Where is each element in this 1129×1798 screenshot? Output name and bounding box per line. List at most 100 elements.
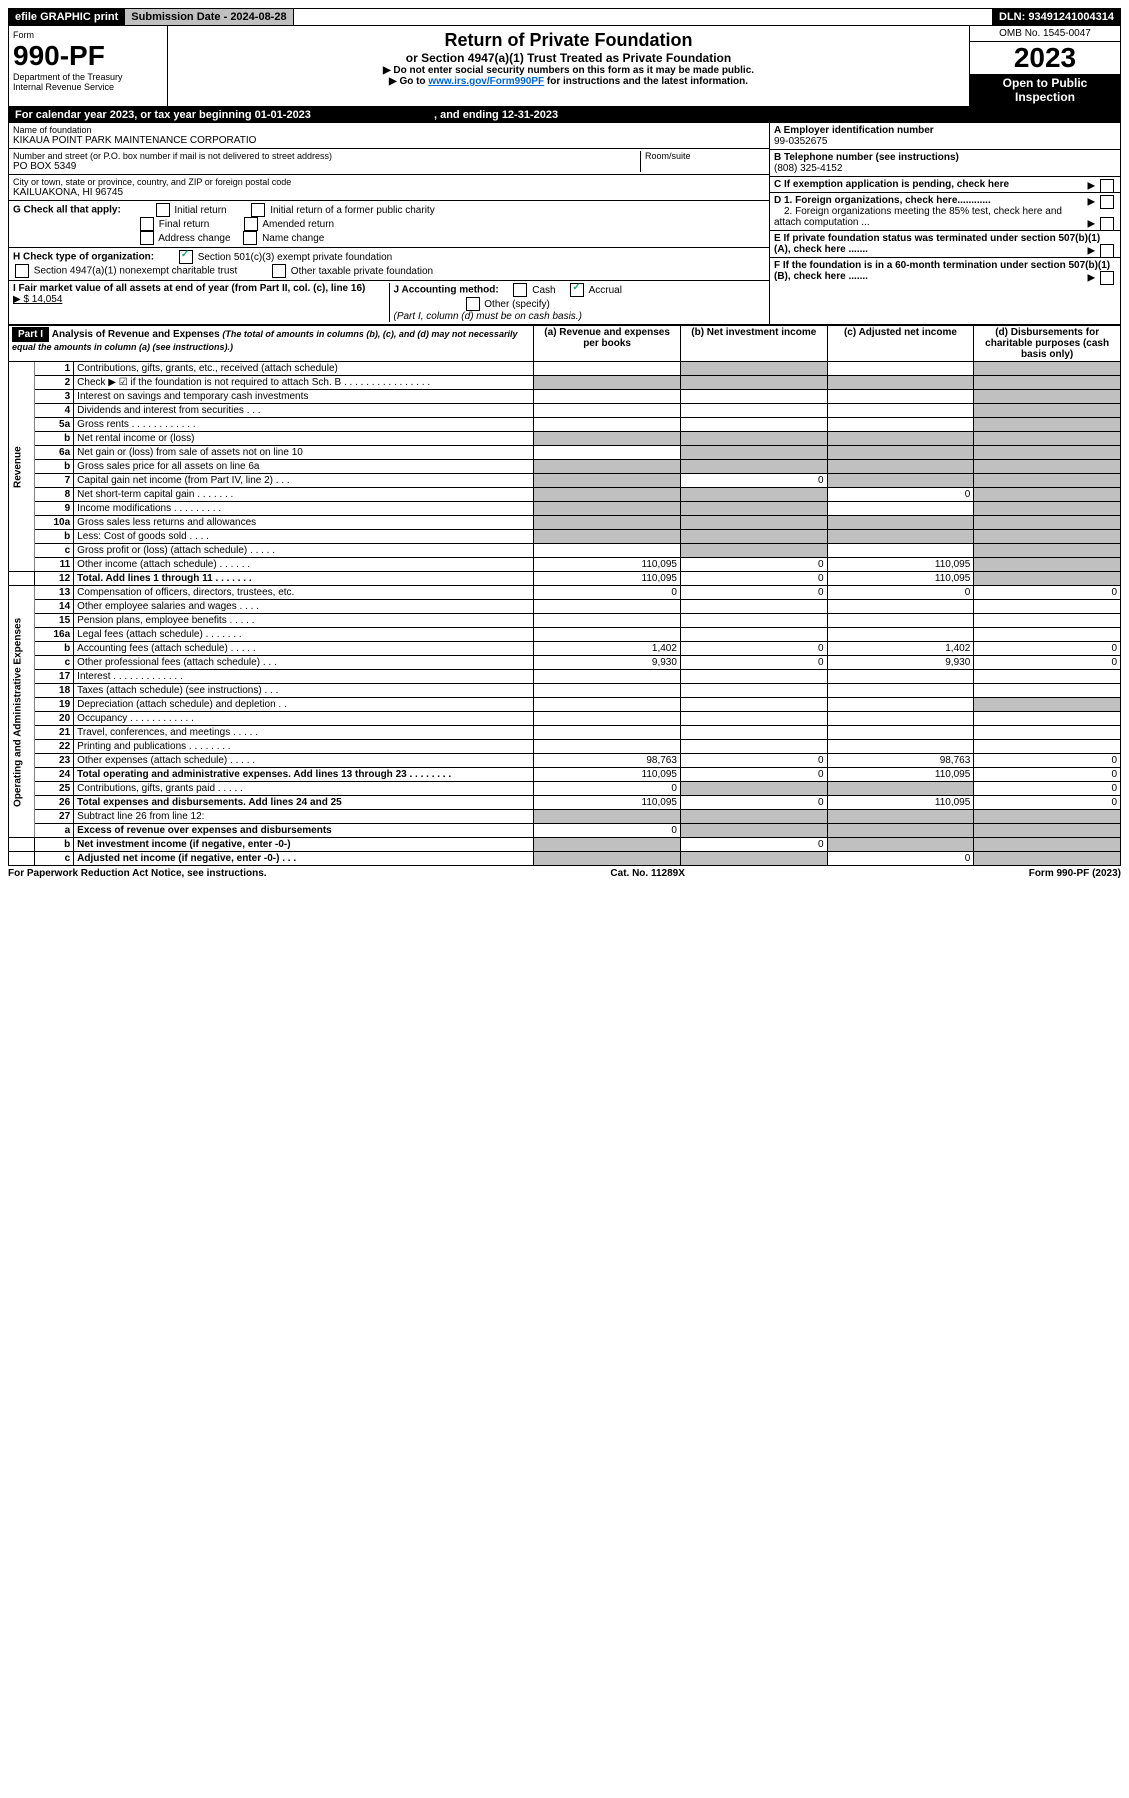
addr-label: Number and street (or P.O. box number if… — [13, 151, 640, 161]
g-opt-5: Name change — [262, 233, 324, 244]
v16cb: 0 — [680, 656, 827, 670]
table-row: bNet rental income or (loss) — [9, 432, 1121, 446]
l14: Other employee salaries and wages . . . … — [74, 600, 534, 614]
v27aa: 0 — [534, 824, 681, 838]
h-o1: Section 501(c)(3) exempt private foundat… — [198, 252, 393, 263]
spacer — [294, 9, 993, 25]
goto-link[interactable]: www.irs.gov/Form990PF — [428, 76, 544, 87]
table-row: 8Net short-term capital gain . . . . . .… — [9, 488, 1121, 502]
checkbox-address-change[interactable] — [140, 231, 154, 245]
checkbox-c[interactable] — [1100, 179, 1114, 193]
cal-year-b: , and ending 12-31-2023 — [434, 109, 558, 121]
l9: Income modifications . . . . . . . . . — [74, 502, 534, 516]
v11a: 110,095 — [534, 558, 681, 572]
ein-cell: A Employer identification number 99-0352… — [770, 123, 1120, 150]
h-label: H Check type of organization: — [13, 252, 154, 263]
v13d: 0 — [974, 586, 1121, 600]
name-value: KIKAUA POINT PARK MAINTENANCE CORPORATIO — [13, 135, 765, 146]
v8c: 0 — [827, 488, 974, 502]
table-row: 12Total. Add lines 1 through 11 . . . . … — [9, 572, 1121, 586]
l1: Contributions, gifts, grants, etc., rece… — [74, 362, 534, 376]
title: Return of Private Foundation — [172, 30, 965, 51]
h-o3: Other taxable private foundation — [291, 266, 433, 277]
checkbox-other-taxable[interactable] — [272, 264, 286, 278]
v25d: 0 — [974, 782, 1121, 796]
open-label: Open to Public — [1003, 76, 1088, 90]
l10b: Less: Cost of goods sold . . . . — [74, 530, 534, 544]
omb: OMB No. 1545-0047 — [970, 26, 1120, 42]
checkbox-e[interactable] — [1100, 244, 1114, 258]
table-row: cAdjusted net income (if negative, enter… — [9, 852, 1121, 866]
l6b: Gross sales price for all assets on line… — [74, 460, 534, 474]
table-row: 24Total operating and administrative exp… — [9, 768, 1121, 782]
col-b: (b) Net investment income — [680, 326, 827, 362]
v26c: 110,095 — [827, 796, 974, 810]
f-label: F If the foundation is in a 60-month ter… — [774, 260, 1110, 282]
expenses-label: Operating and Administrative Expenses — [9, 586, 35, 838]
l25: Contributions, gifts, grants paid . . . … — [74, 782, 534, 796]
e-label: E If private foundation status was termi… — [774, 233, 1100, 255]
table-row: 4Dividends and interest from securities … — [9, 404, 1121, 418]
l22: Printing and publications . . . . . . . … — [74, 740, 534, 754]
footer: For Paperwork Reduction Act Notice, see … — [8, 866, 1121, 879]
checkbox-4947[interactable] — [15, 264, 29, 278]
checkbox-cash[interactable] — [513, 283, 527, 297]
d2-label: 2. Foreign organizations meeting the 85%… — [774, 206, 1062, 228]
v16ba: 1,402 — [534, 642, 681, 656]
form-number: 990-PF — [13, 40, 163, 72]
l5b: Net rental income or (loss) — [74, 432, 534, 446]
l6a: Net gain or (loss) from sale of assets n… — [74, 446, 534, 460]
info-right: A Employer identification number 99-0352… — [769, 123, 1120, 324]
v16bd: 0 — [974, 642, 1121, 656]
table-row: 3Interest on savings and temporary cash … — [9, 390, 1121, 404]
checkbox-final[interactable] — [140, 217, 154, 231]
dln: DLN: 93491241004314 — [993, 9, 1120, 25]
v23c: 98,763 — [827, 754, 974, 768]
checkbox-initial-return[interactable] — [156, 203, 170, 217]
city-label: City or town, state or province, country… — [13, 177, 765, 187]
checkbox-name-change[interactable] — [243, 231, 257, 245]
room-label: Room/suite — [645, 151, 765, 161]
checkbox-d2[interactable] — [1100, 217, 1114, 231]
v16bb: 0 — [680, 642, 827, 656]
table-row: 7Capital gain net income (from Part IV, … — [9, 474, 1121, 488]
g-opt-4: Address change — [158, 233, 230, 244]
table-row: aExcess of revenue over expenses and dis… — [9, 824, 1121, 838]
checkbox-f[interactable] — [1100, 271, 1114, 285]
j-other: Other (specify) — [484, 299, 550, 310]
c-cell: C If exemption application is pending, c… — [770, 177, 1120, 193]
table-row: 9Income modifications . . . . . . . . . — [9, 502, 1121, 516]
info-block: Name of foundation KIKAUA POINT PARK MAI… — [8, 123, 1121, 325]
v7b: 0 — [680, 474, 827, 488]
v16bc: 1,402 — [827, 642, 974, 656]
ein-value: 99-0352675 — [774, 136, 827, 147]
checkbox-initial-former[interactable] — [251, 203, 265, 217]
v24b: 0 — [680, 768, 827, 782]
l23: Other expenses (attach schedule) . . . .… — [74, 754, 534, 768]
v26b: 0 — [680, 796, 827, 810]
inspection-label: Inspection — [1015, 90, 1075, 104]
table-row: 11Other income (attach schedule) . . . .… — [9, 558, 1121, 572]
addr-value: PO BOX 5349 — [13, 161, 640, 172]
irs: Internal Revenue Service — [13, 82, 163, 92]
ein-label: A Employer identification number — [774, 125, 934, 136]
h-row: H Check type of organization: Section 50… — [9, 248, 769, 281]
v13a: 0 — [534, 586, 681, 600]
v16ca: 9,930 — [534, 656, 681, 670]
inspection: Open to Public Inspection — [970, 74, 1120, 106]
table-row: bNet investment income (if negative, ent… — [9, 838, 1121, 852]
v12a: 110,095 — [534, 572, 681, 586]
checkbox-d1[interactable] — [1100, 195, 1114, 209]
checkbox-accrual[interactable] — [570, 283, 584, 297]
l27b: Net investment income (if negative, ente… — [74, 838, 534, 852]
checkbox-other-method[interactable] — [466, 297, 480, 311]
checkbox-501c3[interactable] — [179, 250, 193, 264]
form-header: Form 990-PF Department of the Treasury I… — [8, 26, 1121, 107]
g-label: G Check all that apply: — [13, 205, 121, 216]
table-row: 18Taxes (attach schedule) (see instructi… — [9, 684, 1121, 698]
l2: Check ▶ ☑ if the foundation is not requi… — [74, 376, 534, 390]
efile-label[interactable]: efile GRAPHIC print — [9, 9, 125, 25]
checkbox-amended[interactable] — [244, 217, 258, 231]
goto-post: for instructions and the latest informat… — [544, 76, 748, 87]
v16cc: 9,930 — [827, 656, 974, 670]
